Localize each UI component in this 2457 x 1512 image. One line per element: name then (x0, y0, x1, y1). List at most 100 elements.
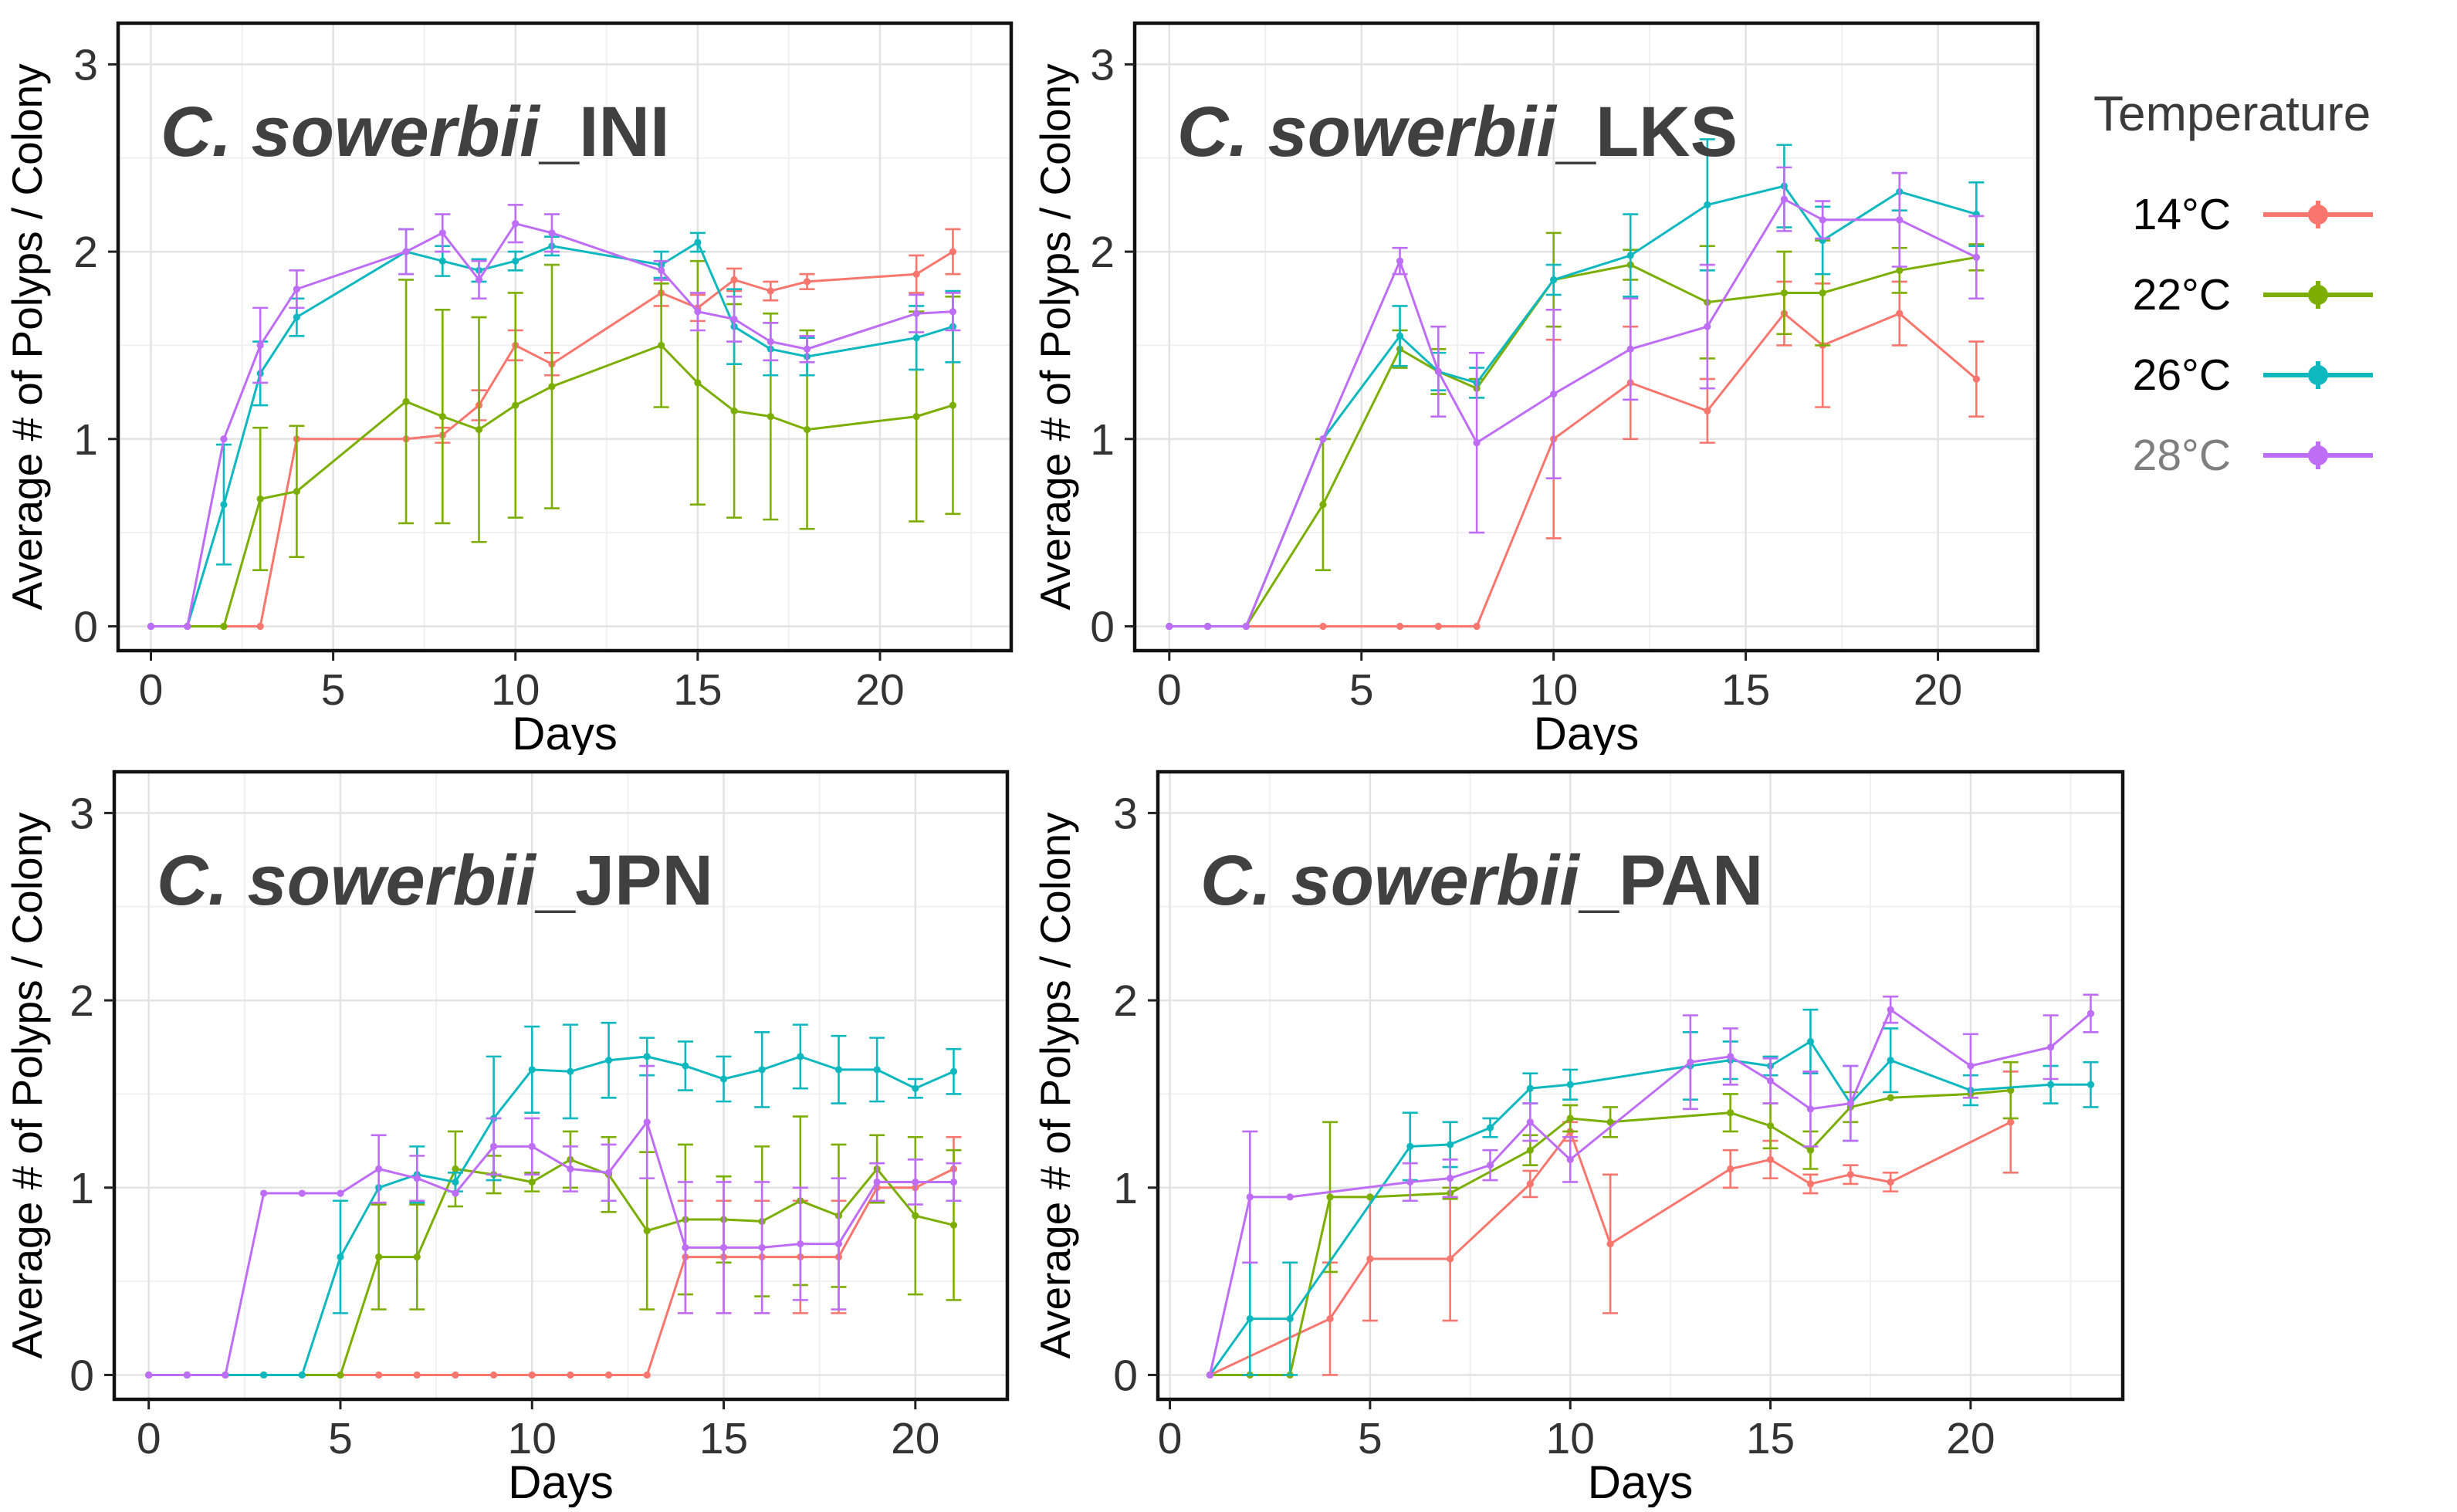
legend-item-label: 28°C (2132, 431, 2231, 480)
chart-panel-lks: 0 5 10 15 20 0 1 2 3 Days Average # of Polyps / Co… (1034, 21, 2040, 755)
legend-item-14c: 14°C (2093, 174, 2452, 255)
series-14c-point (803, 278, 811, 286)
series-26c-point (694, 238, 702, 246)
series-28c-point (1766, 1077, 1775, 1085)
series-28c-point (567, 1165, 574, 1173)
panel-title-ini: C. sowerbii_INI (161, 93, 670, 171)
series-22c-point (1780, 289, 1789, 297)
series-14c-point (1434, 622, 1442, 631)
legend-item-22c: 22°C (2093, 255, 2452, 335)
x-axis-label-lks: Days (1534, 708, 1640, 755)
series-28c-point (220, 435, 228, 443)
series-14c-line (1169, 312, 1978, 627)
series-28c-point (1967, 1062, 1975, 1070)
y-tick-label: 3 (1090, 40, 1115, 90)
series-22c-point (1896, 266, 1904, 274)
series-26c-point (949, 1067, 958, 1075)
series-26c-point (1246, 1315, 1254, 1323)
series-26c-point (2047, 1081, 2055, 1088)
series-28c-point (1203, 622, 1212, 631)
legend-title: Temperature (2093, 86, 2371, 141)
x-tick-label: 0 (137, 1414, 161, 1463)
x-tick-label: 0 (1157, 665, 1182, 715)
series-22c-point (375, 1253, 383, 1261)
series-26c-point (604, 1057, 613, 1064)
series-22c-point (1319, 501, 1327, 509)
series-28c-point (147, 622, 155, 631)
series-28c-point (1846, 1099, 1854, 1108)
x-axis-label-jpn: Days (508, 1456, 614, 1507)
series-28c-point (528, 1142, 536, 1150)
series-22c-point (1727, 1109, 1734, 1117)
axis-ticks-pan: 0 5 10 15 20 0 1 2 3 (1113, 789, 1995, 1463)
y-axis-label-jpn: Average # of Polyps / Colony (6, 812, 51, 1359)
series-22c-point (949, 1221, 958, 1229)
series-26c-point (1447, 1141, 1454, 1148)
series-28c-point (873, 1178, 881, 1186)
chart-panel-pan: 0 5 10 15 20 0 1 2 3 Days Average # of Polyps / Co… (1034, 770, 2125, 1507)
series-14c-point (949, 248, 957, 255)
series-14c-point (528, 1371, 536, 1379)
series-14c-point (375, 1371, 383, 1379)
series-14c-point (1704, 407, 1711, 414)
series-22c-point (528, 1178, 536, 1186)
series-28c-point (413, 1175, 421, 1182)
series-28c-point (1972, 253, 1980, 261)
series-28c-point (452, 1189, 459, 1197)
series-28c-point (337, 1189, 344, 1197)
legend-key-28c (2263, 441, 2373, 469)
series-22c-point (512, 401, 519, 409)
series-28c-point (730, 315, 738, 323)
x-tick-label: 5 (328, 1414, 353, 1463)
series-28c-point (1819, 216, 1826, 224)
series-26c-point (1396, 332, 1404, 340)
y-tick-label: 2 (1113, 976, 1138, 1026)
series-14c-point (2007, 1118, 2015, 1126)
series-14c-point (1972, 375, 1980, 383)
legend-key-14c (2263, 201, 2373, 228)
series-22c-point (475, 426, 483, 434)
series-26c (145, 1021, 962, 1379)
series-28c-point (803, 345, 811, 353)
series-28c-point (1704, 323, 1711, 330)
series-28c-point (1242, 622, 1250, 631)
axis-ticks-lks: 0 5 10 15 20 0 1 2 3 (1090, 40, 1962, 715)
series-28c-point (1550, 390, 1558, 398)
series-26c-point (1526, 1084, 1534, 1092)
series-28c-point (719, 1243, 728, 1252)
series-14c-point (1896, 310, 1904, 317)
panel-border-pan (1156, 770, 2125, 1402)
series-28c-point (402, 248, 410, 255)
series-28c-point (658, 266, 665, 274)
series-22c-point (548, 383, 556, 391)
series-28c-point (1896, 216, 1904, 224)
series-28c-point (767, 337, 774, 346)
panel-title-lks: C. sowerbii_LKS (1177, 93, 1738, 171)
series-14c-point (256, 622, 264, 631)
series-28c-point (1434, 367, 1442, 375)
series-14c (1206, 1070, 2019, 1379)
series-28c-point (1887, 1006, 1894, 1013)
series-26c-point (758, 1066, 766, 1074)
series-22c-point (337, 1371, 344, 1379)
series-26c-point (834, 1066, 843, 1074)
series-22c-point (1366, 1193, 1374, 1201)
series-14c-point (1727, 1165, 1734, 1173)
series-28c-point (1246, 1193, 1254, 1201)
legend-item-label: 26°C (2132, 350, 2231, 400)
y-tick-label: 0 (73, 602, 98, 651)
grid-minor-jpn (114, 772, 1007, 1399)
series-22c-point (1606, 1118, 1614, 1126)
series-14c-point (452, 1371, 459, 1379)
series-28c-point (643, 1118, 651, 1126)
series-14c-point (1473, 622, 1481, 631)
series-26c-point (912, 334, 920, 342)
series-14c-point (912, 270, 920, 278)
legend-item-28c: 28°C (2093, 415, 2452, 496)
series-22c-point (1326, 1193, 1334, 1201)
series-22c-point (949, 401, 957, 409)
series-28c (147, 204, 961, 631)
series-26c-point (682, 1062, 689, 1070)
legend-item-label: 22°C (2132, 270, 2231, 320)
series-14c-point (1396, 622, 1404, 631)
